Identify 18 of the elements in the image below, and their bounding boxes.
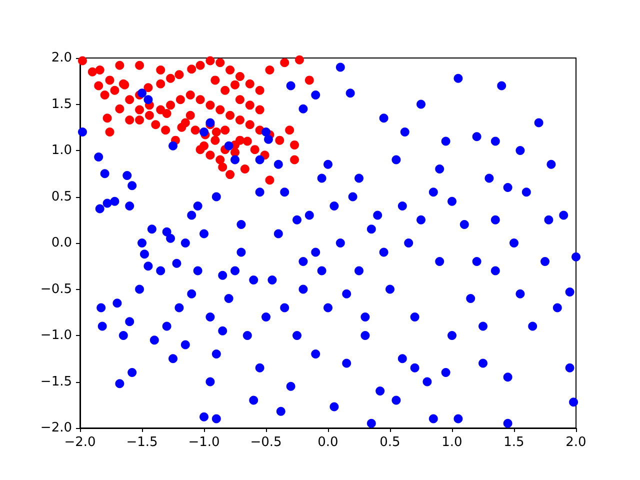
y-tick-label: 0.5 (51, 189, 72, 204)
y-tick-label: −0.5 (40, 282, 72, 297)
y-tick-label: −2.0 (40, 420, 72, 436)
x-tick-label: 0.5 (380, 435, 400, 450)
y-tick-label: −1.5 (40, 374, 72, 390)
x-tick-label: −2.0 (64, 435, 96, 450)
y-tick-label: 1.5 (51, 96, 72, 112)
x-tick-label: 2.0 (566, 435, 586, 450)
x-tick-label: −1.0 (188, 435, 220, 450)
x-tick-label: 1.0 (442, 435, 462, 450)
y-tick-label: 0.0 (51, 236, 72, 250)
y-tick-label: 1.0 (51, 143, 72, 158)
x-tick-label: 1.5 (504, 435, 524, 450)
y-tick-label: 2.0 (51, 50, 72, 66)
x-tick-label: −0.5 (250, 435, 282, 450)
y-tick-label: −1.0 (40, 328, 72, 343)
x-tick-label: −1.5 (126, 435, 158, 450)
x-tick-label: 0.0 (318, 435, 338, 450)
